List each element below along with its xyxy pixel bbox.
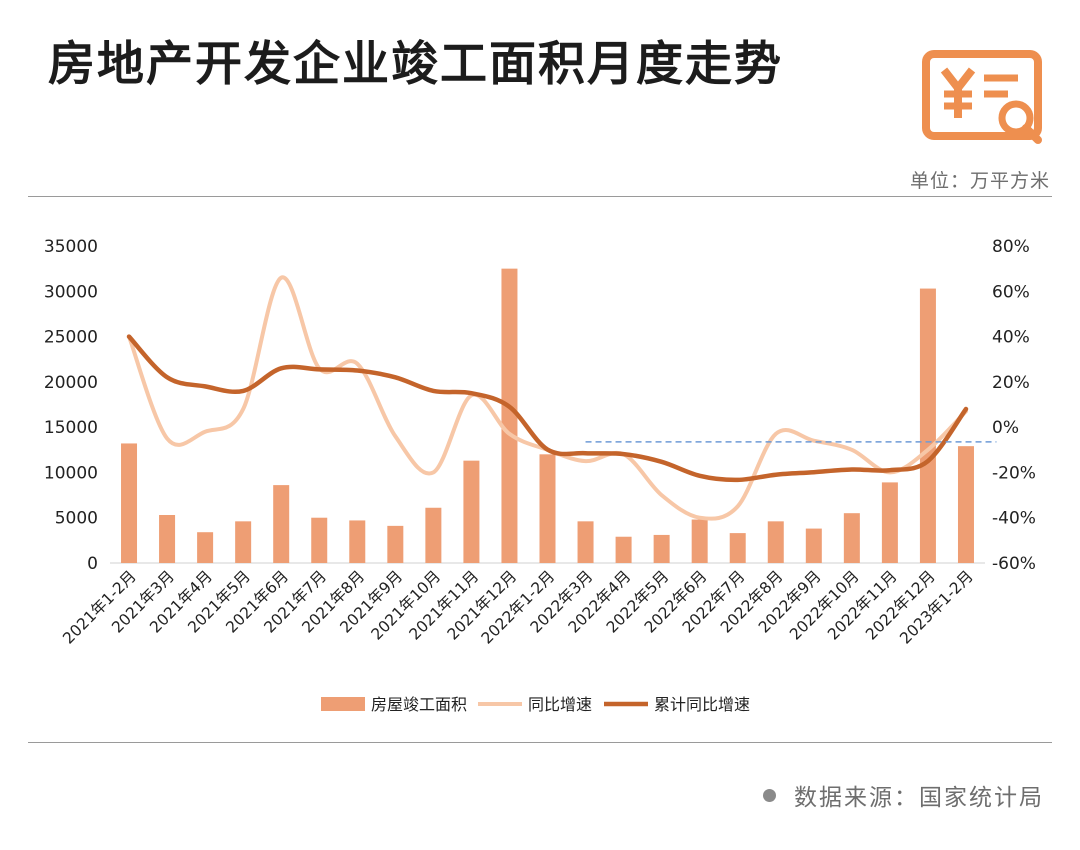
y-left-tick-label: 20000 <box>44 373 98 393</box>
bar <box>273 485 290 563</box>
data-source: 数据来源：国家统计局 <box>763 778 1044 812</box>
y-left-tick-label: 5000 <box>55 509 98 529</box>
bar <box>957 446 974 563</box>
y-left-tick-label: 35000 <box>44 237 98 257</box>
bar <box>577 521 594 563</box>
yoy-growth-line <box>127 275 968 521</box>
bar <box>539 454 556 563</box>
bar <box>311 517 328 563</box>
y-right-tick-label: -60% <box>992 554 1036 574</box>
data-source-text: 数据来源：国家统计局 <box>794 785 1044 811</box>
bottom-divider <box>28 742 1052 743</box>
y-left-tick-label: 10000 <box>44 463 98 483</box>
bar <box>843 513 860 563</box>
bar <box>881 482 898 563</box>
bar <box>387 525 404 563</box>
bar <box>425 507 442 563</box>
y-right-tick-label: -40% <box>992 509 1036 529</box>
bar <box>691 519 708 563</box>
bar <box>121 443 138 563</box>
bar <box>805 528 822 563</box>
y-left-tick-label: 15000 <box>44 418 98 438</box>
y-right-tick-label: 0% <box>992 418 1019 438</box>
legend-label: 累计同比增速 <box>654 695 750 714</box>
bar <box>615 536 632 563</box>
legend-label: 同比增速 <box>528 695 592 714</box>
bar <box>235 521 252 563</box>
cumulative-growth-line <box>126 334 969 483</box>
bullet-icon <box>763 789 776 802</box>
top-divider <box>28 196 1052 197</box>
legend-label: 房屋竣工面积 <box>371 695 467 714</box>
y-right-tick-label: 40% <box>992 328 1030 348</box>
bar <box>729 533 746 563</box>
y-left-tick-label: 25000 <box>44 328 98 348</box>
y-left-tick-label: 0 <box>87 554 98 574</box>
bar <box>653 534 670 563</box>
y-right-tick-label: 20% <box>992 373 1030 393</box>
bar <box>159 514 176 563</box>
bar <box>349 520 366 563</box>
legend-swatch-bar <box>321 697 365 711</box>
bar <box>767 521 784 563</box>
bar <box>919 288 936 563</box>
chart: 0 5000 10000 15000 20000 25000 30000 35000 -60% -… <box>44 237 1036 714</box>
y-right-tick-label: 60% <box>992 282 1030 302</box>
bar <box>463 460 480 563</box>
y-right-tick-label: -20% <box>992 463 1036 483</box>
y-right-tick-label: 80% <box>992 237 1030 257</box>
y-left-tick-label: 30000 <box>44 282 98 302</box>
bar <box>501 268 518 563</box>
bar <box>197 532 214 563</box>
unit-label: 单位：万平方米 <box>909 170 1050 192</box>
yuan-receipt-search-icon <box>920 48 1048 148</box>
page-title: 房地产开发企业竣工面积月度走势 <box>48 37 783 92</box>
